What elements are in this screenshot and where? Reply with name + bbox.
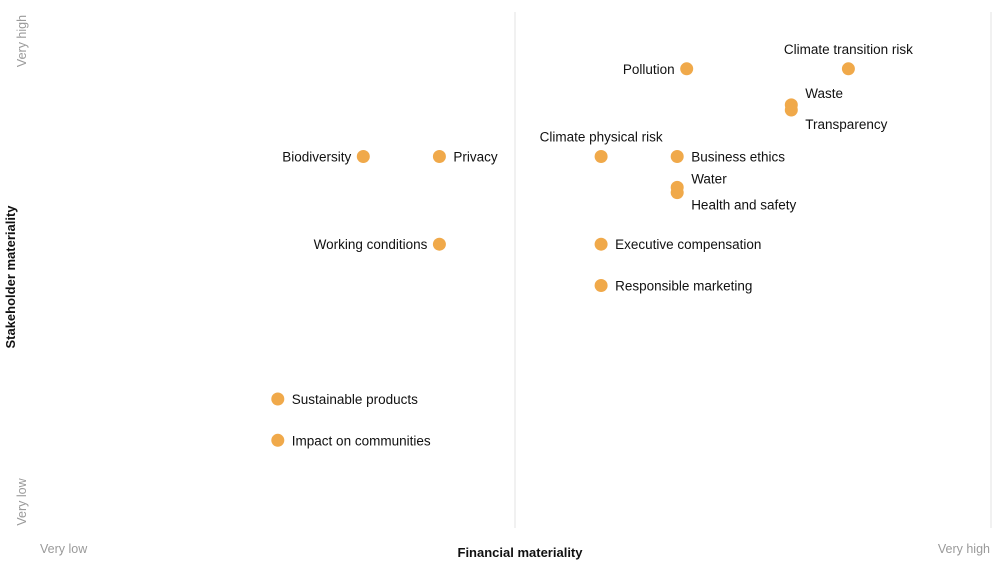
point-climate-physical-risk — [594, 150, 608, 163]
point-label-responsible-marketing: Responsible marketing — [615, 279, 752, 294]
point-label-climate-physical-risk: Climate physical risk — [540, 130, 663, 145]
point-label-water: Water — [691, 171, 727, 186]
point-executive-compensation — [594, 237, 608, 251]
point-label-sustainable-products: Sustainable products — [292, 392, 418, 407]
y-high-label: Very high — [15, 15, 29, 67]
point-label-transparency: Transparency — [805, 117, 887, 132]
point-label-working-conditions: Working conditions — [314, 237, 428, 252]
point-health-and-safety — [670, 186, 684, 200]
point-responsible-marketing — [594, 279, 608, 292]
point-climate-transition-risk — [841, 62, 855, 76]
x-high-label: Very high — [938, 542, 990, 556]
point-label-executive-compensation: Executive compensation — [615, 237, 761, 252]
point-label-biodiversity: Biodiversity — [282, 150, 351, 165]
y-low-label: Very low — [15, 477, 29, 525]
point-working-conditions — [432, 237, 446, 251]
point-sustainable-products — [271, 392, 285, 406]
point-biodiversity — [356, 150, 370, 163]
point-transparency — [784, 103, 798, 117]
point-business-ethics — [670, 150, 684, 163]
point-label-impact-on-communities: Impact on communities — [292, 433, 431, 448]
point-privacy — [432, 150, 446, 163]
data-points: Pollution Climate transition risk Waste Tra… — [271, 42, 913, 448]
point-label-pollution: Pollution — [623, 62, 675, 77]
y-axis-title: Stakeholder materiality — [3, 205, 18, 349]
x-low-label: Very low — [40, 542, 88, 556]
point-label-waste: Waste — [805, 86, 843, 101]
point-label-privacy: Privacy — [453, 150, 498, 165]
point-pollution — [680, 62, 694, 76]
x-axis-title: Financial materiality — [458, 545, 584, 560]
point-impact-on-communities — [271, 433, 285, 447]
point-label-health-and-safety: Health and safety — [691, 198, 796, 213]
point-label-climate-transition-risk: Climate transition risk — [784, 42, 913, 57]
point-label-business-ethics: Business ethics — [691, 150, 785, 165]
